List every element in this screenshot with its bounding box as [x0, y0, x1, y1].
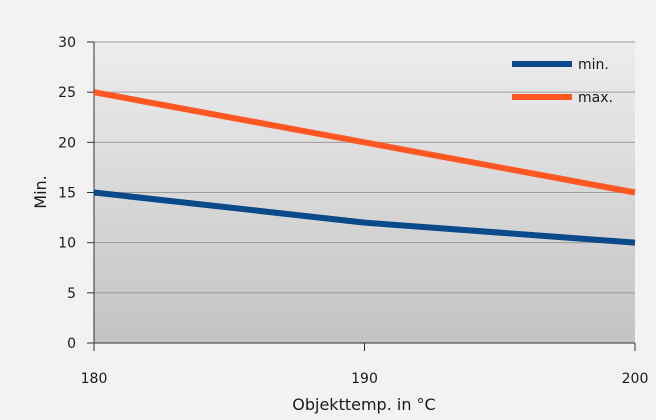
y-tick-label: 25: [58, 85, 76, 101]
legend-label: max.: [578, 90, 613, 106]
series-line-min: [93, 189, 636, 246]
series-lines: [93, 89, 636, 246]
y-tick-label: 5: [67, 286, 76, 302]
x-tick-label: 180: [81, 371, 108, 387]
x-axis-label: Objekttemp. in °C: [292, 395, 435, 414]
y-tick-label: 20: [58, 135, 76, 151]
y-tick-label: 30: [58, 35, 76, 51]
x-tick-label: 200: [622, 371, 649, 387]
legend: min. max.: [512, 57, 613, 106]
y-tick-label: 0: [67, 336, 76, 352]
series-line-max: [93, 89, 636, 196]
legend-label: min.: [578, 57, 609, 73]
y-tick-label: 15: [58, 186, 76, 202]
x-tick-label: 190: [351, 371, 378, 387]
y-axis-label: Min.: [31, 175, 50, 208]
y-tick-label: 10: [58, 236, 76, 252]
